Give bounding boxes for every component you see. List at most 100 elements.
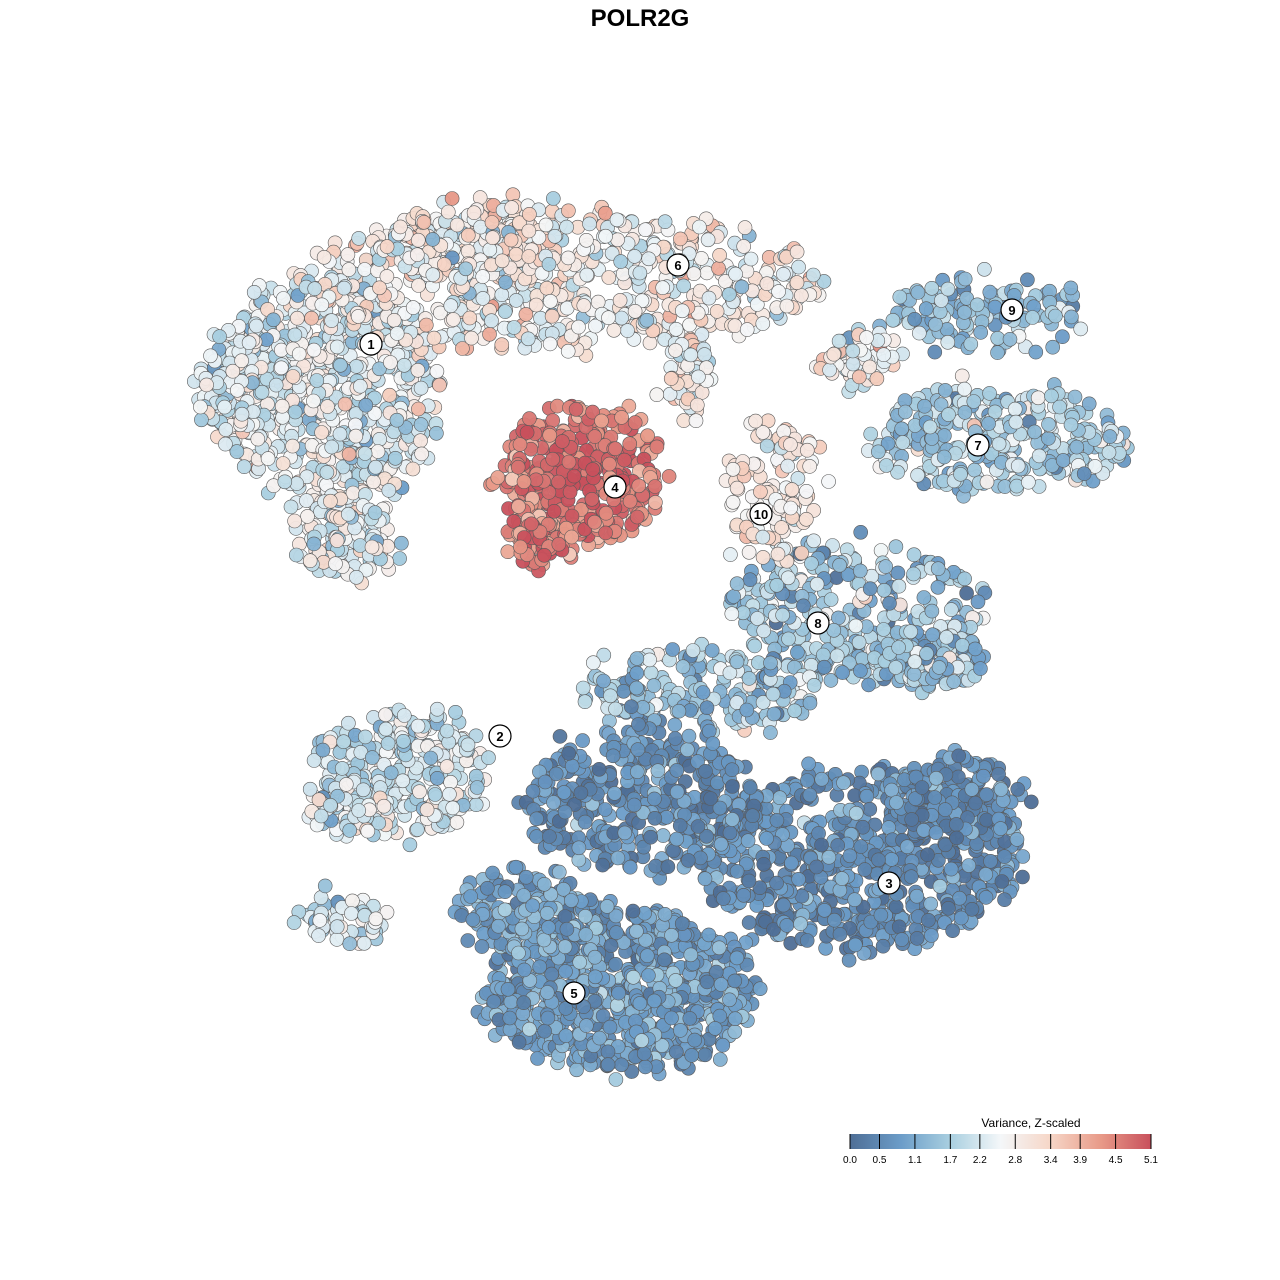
scatter-point	[285, 369, 301, 384]
scatter-point	[723, 547, 738, 562]
scatter-point	[503, 994, 519, 1010]
scatter-point	[541, 256, 557, 272]
scatter-point	[316, 249, 332, 265]
scatter-point	[287, 404, 303, 420]
scatter-point	[625, 903, 641, 919]
scatter-point	[432, 377, 447, 393]
scatter-point	[646, 993, 662, 1009]
scatter-point	[983, 853, 998, 869]
scatter-point	[418, 317, 434, 333]
scatter-point	[429, 364, 445, 379]
scatter-point	[585, 404, 600, 420]
scatter-point	[324, 313, 339, 328]
scatter-point	[388, 450, 403, 466]
scatter-point	[1045, 339, 1060, 355]
scatter-point	[655, 280, 671, 296]
scatter-point	[241, 335, 257, 351]
scatter-point	[729, 576, 745, 592]
scatter-point	[562, 484, 578, 500]
scatter-point	[402, 837, 418, 853]
scatter-point	[599, 899, 615, 914]
scatter-point	[832, 926, 848, 942]
scatter-point	[544, 966, 560, 982]
scatter-point	[909, 888, 925, 904]
scatter-point	[203, 348, 218, 364]
scatter-point	[657, 214, 673, 229]
scatter-point	[862, 359, 878, 375]
scatter-point	[638, 222, 653, 237]
scatter-point	[641, 968, 656, 983]
scatter-point	[725, 461, 741, 477]
scatter-point	[636, 1046, 652, 1061]
scatter-point	[953, 466, 968, 482]
scatter-point	[522, 411, 537, 426]
scatter-point	[876, 347, 892, 363]
scatter-point	[378, 721, 394, 737]
scatter-point	[484, 313, 499, 329]
scatter-point	[598, 228, 613, 244]
scatter-point	[559, 219, 574, 235]
scatter-point	[724, 606, 740, 622]
scatter-point	[516, 474, 532, 490]
scatter-point	[954, 638, 970, 653]
scatter-point	[711, 940, 727, 956]
scatter-point	[615, 266, 631, 282]
scatter-point	[709, 304, 725, 319]
scatter-point	[449, 217, 465, 233]
scatter-point	[348, 428, 364, 444]
scatter-point	[544, 308, 560, 324]
scatter-point	[341, 446, 357, 462]
scatter-point	[994, 874, 1010, 889]
scatter-point	[229, 444, 245, 459]
scatter-point	[799, 483, 814, 499]
scatter-point	[691, 369, 706, 385]
scatter-point	[460, 737, 476, 753]
scatter-point	[337, 396, 353, 412]
scatter-point	[1076, 466, 1092, 482]
scatter-point	[598, 505, 614, 521]
scatter-point	[770, 546, 786, 562]
scatter-point	[246, 284, 262, 300]
scatter-point	[1067, 389, 1083, 405]
scatter-point	[845, 356, 861, 372]
scatter-point	[372, 361, 387, 377]
scatter-point	[568, 401, 584, 417]
scatter-point	[891, 640, 906, 655]
scatter-point	[324, 439, 340, 455]
scatter-point	[978, 890, 994, 905]
scatter-point	[784, 482, 800, 497]
scatter-point	[472, 190, 488, 205]
scatter-point	[560, 250, 576, 266]
scatter-point	[543, 293, 558, 309]
scatter-point	[847, 892, 863, 908]
scatter-point	[254, 384, 270, 400]
scatter-point	[642, 335, 658, 351]
scatter-point	[234, 406, 250, 422]
scatter-point	[494, 287, 510, 303]
scatter-point	[920, 847, 935, 863]
scatter-point	[250, 431, 266, 447]
scatter-point	[755, 316, 771, 331]
scatter-point	[348, 359, 364, 374]
scatter-point	[729, 864, 745, 879]
scatter-point	[941, 407, 956, 422]
scatter-point	[817, 902, 832, 918]
scatter-point	[382, 387, 397, 403]
scatter-point	[558, 964, 573, 979]
scatter-point	[755, 550, 771, 565]
scatter-point	[884, 782, 899, 798]
scatter-point	[481, 750, 496, 766]
scatter-point	[668, 321, 684, 337]
scatter-point	[320, 399, 335, 414]
scatter-point	[879, 458, 894, 473]
scatter-point	[425, 267, 441, 283]
scatter-point	[892, 289, 908, 305]
scatter-point	[957, 381, 972, 397]
scatter-point	[737, 220, 753, 235]
scatter-point	[686, 266, 702, 282]
scatter-point	[582, 216, 597, 232]
scatter-point	[275, 456, 291, 471]
scatter-point	[1015, 869, 1030, 885]
scatter-point	[991, 436, 1007, 452]
scatter-point	[1007, 401, 1023, 417]
